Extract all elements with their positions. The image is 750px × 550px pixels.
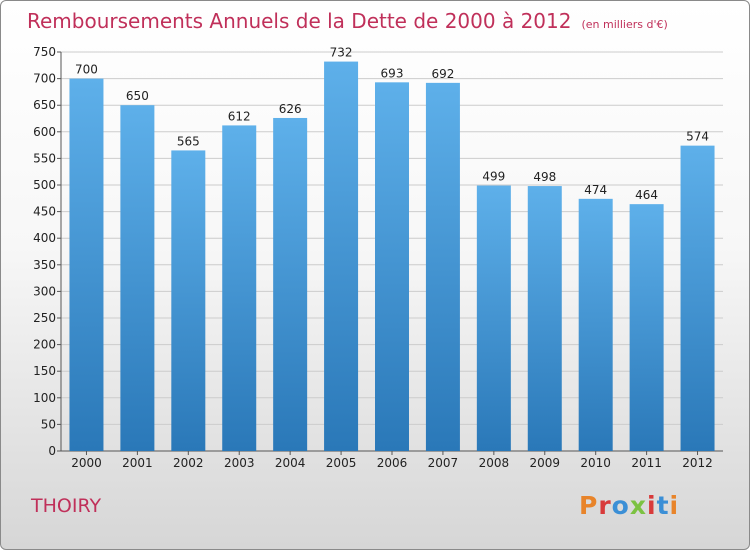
bar-value-label: 732 [330, 46, 353, 60]
place-name: THOIRY [31, 495, 102, 517]
y-tick-label: 700 [33, 72, 56, 86]
y-tick-label: 200 [33, 338, 56, 352]
x-tick-label: 2005 [326, 456, 357, 470]
x-tick-label: 2010 [580, 456, 611, 470]
y-tick-label: 600 [33, 125, 56, 139]
logo-letter: i [647, 491, 657, 520]
bar-value-label: 498 [533, 170, 556, 184]
bar-value-label: 464 [635, 188, 658, 202]
bar [171, 150, 206, 452]
bar-value-label: 700 [75, 63, 98, 77]
bar [273, 117, 308, 451]
y-tick-label: 50 [41, 417, 56, 431]
bar [324, 61, 359, 452]
x-tick-label: 2009 [529, 456, 560, 470]
proxiti-logo: Proxiti [579, 491, 679, 520]
bar-value-label: 565 [177, 134, 200, 148]
bar [375, 82, 409, 451]
chart-subtitle: (en milliers d'€) [581, 18, 668, 31]
y-tick-label: 250 [33, 311, 56, 325]
y-tick-label: 650 [33, 98, 56, 112]
bar [680, 145, 715, 451]
bar-value-label: 692 [431, 67, 454, 81]
y-tick-label: 400 [33, 231, 56, 245]
y-tick-label: 750 [33, 45, 56, 59]
x-tick-label: 2003 [224, 456, 255, 470]
bar-value-label: 650 [126, 89, 149, 103]
x-tick-label: 2004 [275, 456, 306, 470]
bar-value-label: 574 [686, 130, 709, 144]
x-tick-label: 2012 [682, 456, 713, 470]
y-tick-label: 150 [33, 364, 56, 378]
y-tick-label: 450 [33, 205, 56, 219]
bar [527, 186, 562, 451]
chart-title: Remboursements Annuels de la Dette de 20… [27, 9, 668, 33]
bar-value-label: 474 [584, 183, 607, 197]
x-tick-label: 2008 [479, 456, 510, 470]
y-tick-label: 500 [33, 178, 56, 192]
y-tick-label: 350 [33, 258, 56, 272]
x-tick-label: 2001 [122, 456, 153, 470]
logo-letter: P [579, 491, 599, 520]
bar [425, 82, 460, 451]
bars [69, 61, 715, 452]
bar [476, 185, 511, 452]
bar-value-label: 612 [228, 109, 251, 123]
logo-letter: x [629, 491, 647, 520]
bar [69, 78, 104, 451]
x-tick-label: 2002 [173, 456, 204, 470]
y-tick-label: 550 [33, 151, 56, 165]
bar-value-label: 626 [279, 102, 302, 116]
bar-value-label: 499 [482, 170, 505, 184]
logo-letter: t [656, 491, 670, 520]
x-tick-label: 2000 [71, 456, 102, 470]
x-tick-label: 2006 [377, 456, 408, 470]
x-tick-label: 2007 [428, 456, 459, 470]
x-tick-label: 2011 [631, 456, 662, 470]
bar-value-label: 693 [381, 66, 404, 80]
y-tick-label: 100 [33, 391, 56, 405]
y-tick-label: 0 [48, 444, 56, 458]
bar [629, 204, 664, 451]
labels: 0 50 100 150 200 250 300 350 400 450 500 550 600 650 7… [33, 45, 713, 470]
logo-letter: i [669, 491, 680, 520]
bar [120, 105, 155, 451]
logo-letter: r [598, 491, 612, 520]
chart-title-text: Remboursements Annuels de la Dette de 20… [27, 9, 572, 33]
y-tick-label: 300 [33, 284, 56, 298]
bar [578, 198, 613, 451]
bar [222, 125, 257, 451]
logo-letter: o [611, 491, 630, 520]
